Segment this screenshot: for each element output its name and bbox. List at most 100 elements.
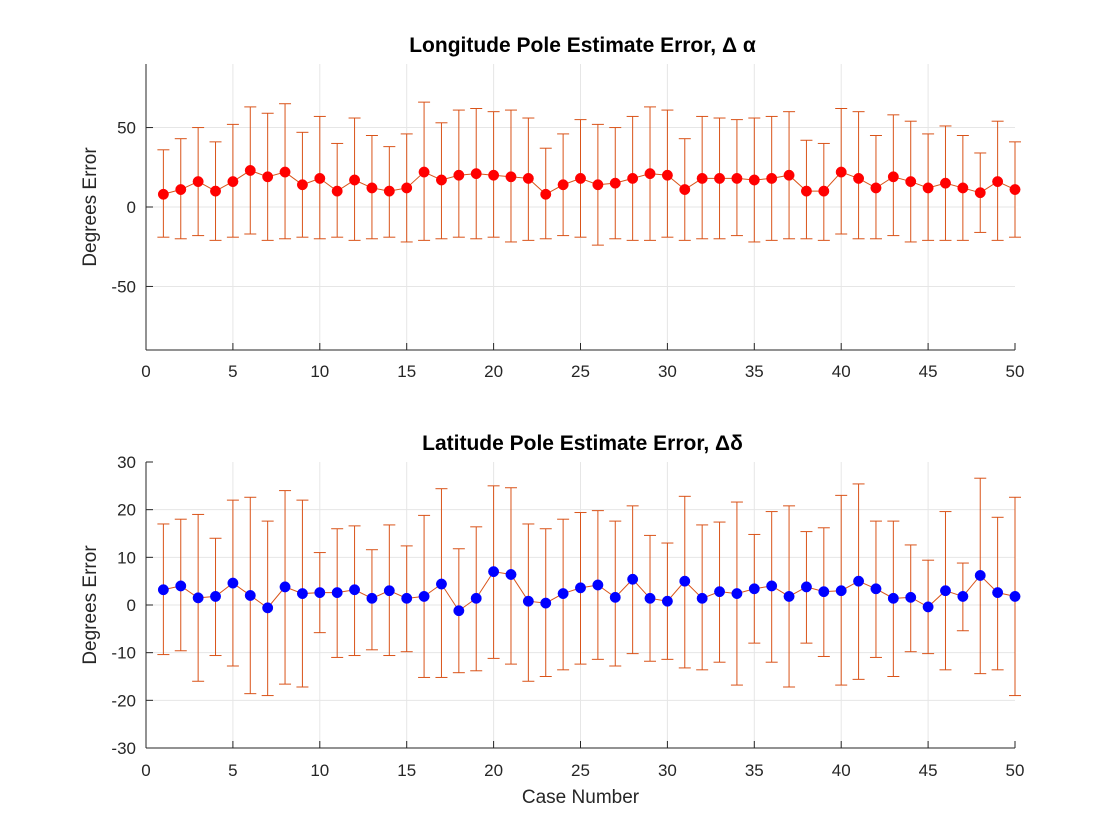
- x-tick-label: 15: [397, 761, 416, 780]
- data-point: [488, 566, 500, 578]
- data-point: [296, 179, 308, 191]
- data-point: [383, 185, 395, 197]
- data-point: [783, 590, 795, 602]
- data-point: [262, 171, 274, 183]
- y-tick-label: 50: [117, 119, 136, 138]
- data-point: [905, 176, 917, 188]
- data-point: [714, 172, 725, 184]
- data-point: [1009, 184, 1021, 195]
- data-point: [731, 172, 743, 184]
- data-point: [887, 171, 899, 183]
- subplot-2: 0 5 10 15 20 25 30 35 40 45 50 -30 -20 -10 0 10 20 30 Lati…: [80, 432, 1024, 808]
- y-tick-label: 0: [127, 596, 136, 615]
- x-tick-label: 40: [832, 761, 851, 780]
- data-point: [679, 184, 691, 195]
- data-point: [314, 587, 326, 599]
- x-tick-label: 5: [228, 362, 237, 381]
- data-point: [853, 575, 865, 587]
- x-tick-label: 20: [484, 362, 503, 381]
- data-point: [262, 602, 274, 614]
- data-point: [314, 172, 326, 184]
- y-tick-label: 30: [117, 453, 136, 472]
- data-point: [244, 165, 256, 176]
- data-point: [157, 188, 169, 200]
- x-tick-label: 50: [1006, 362, 1025, 381]
- data-point: [227, 176, 239, 188]
- x-axis-label: Case Number: [522, 787, 640, 808]
- x-tick-label: 45: [919, 362, 938, 381]
- data-point: [609, 177, 621, 189]
- y-axis-label: Degrees Error: [80, 545, 101, 665]
- data-point: [940, 177, 951, 189]
- data-point: [766, 172, 778, 184]
- data-point: [540, 597, 552, 609]
- data-point: [557, 179, 569, 191]
- data-point: [992, 176, 1004, 188]
- data-point: [661, 595, 673, 607]
- data-point: [957, 590, 969, 602]
- data-point: [192, 592, 204, 604]
- data-point: [974, 187, 986, 199]
- data-point: [992, 587, 1004, 599]
- data-point: [522, 172, 534, 184]
- data-point: [783, 169, 795, 181]
- data-point: [853, 172, 865, 184]
- data-point: [887, 592, 899, 604]
- data-point: [296, 588, 308, 600]
- data-point: [488, 169, 500, 181]
- x-tick-label: 25: [571, 362, 590, 381]
- series-line: [163, 169, 1016, 195]
- data-point: [453, 169, 465, 181]
- y-tick-label: -50: [111, 277, 136, 296]
- data-point: [644, 592, 656, 604]
- data-point: [592, 179, 604, 191]
- data-point: [383, 585, 395, 597]
- data-point: [818, 185, 830, 197]
- data-point: [175, 184, 187, 195]
- data-point: [922, 182, 934, 194]
- y-tick-label: -20: [111, 691, 136, 710]
- data-point: [349, 584, 361, 596]
- data-point: [974, 569, 986, 581]
- data-point: [575, 172, 586, 184]
- data-point: [748, 583, 760, 595]
- data-point: [210, 185, 221, 197]
- data-point: [470, 168, 482, 180]
- data-point: [331, 587, 343, 599]
- data-point: [436, 578, 447, 590]
- data-point: [470, 592, 482, 604]
- data-point: [905, 591, 917, 603]
- x-tick-label: 35: [745, 761, 764, 780]
- data-point: [418, 590, 430, 602]
- data-point: [210, 590, 221, 602]
- data-point: [592, 579, 604, 591]
- data-point: [609, 591, 621, 603]
- data-point: [418, 166, 430, 178]
- x-tick-label: 5: [228, 761, 237, 780]
- data-point: [175, 580, 187, 592]
- x-tick-label: 50: [1006, 761, 1025, 780]
- data-point: [922, 601, 934, 613]
- y-tick-label: -10: [111, 644, 136, 663]
- y-tick-label: -30: [111, 739, 136, 758]
- data-point: [505, 569, 517, 580]
- chart-title: Latitude Pole Estimate Error, Δδ: [422, 432, 743, 455]
- y-tick-label: 20: [117, 501, 136, 520]
- data-point: [835, 585, 847, 597]
- x-tick-label: 40: [832, 362, 851, 381]
- data-point: [192, 176, 204, 188]
- data-point: [870, 583, 882, 595]
- data-point: [279, 166, 291, 178]
- series-1: [157, 101, 1021, 246]
- data-point: [401, 592, 413, 604]
- x-tick-label: 0: [141, 362, 150, 381]
- x-tick-label: 15: [397, 362, 416, 381]
- x-tick-label: 35: [745, 362, 764, 381]
- subplot-1: 0 5 10 15 20 25 30 35 40 45 50 -50 0 50 Longitude Pole…: [80, 34, 1024, 381]
- data-point: [748, 174, 760, 186]
- data-point: [644, 168, 656, 180]
- data-point: [940, 585, 951, 597]
- data-point: [279, 581, 291, 593]
- data-point: [157, 584, 169, 596]
